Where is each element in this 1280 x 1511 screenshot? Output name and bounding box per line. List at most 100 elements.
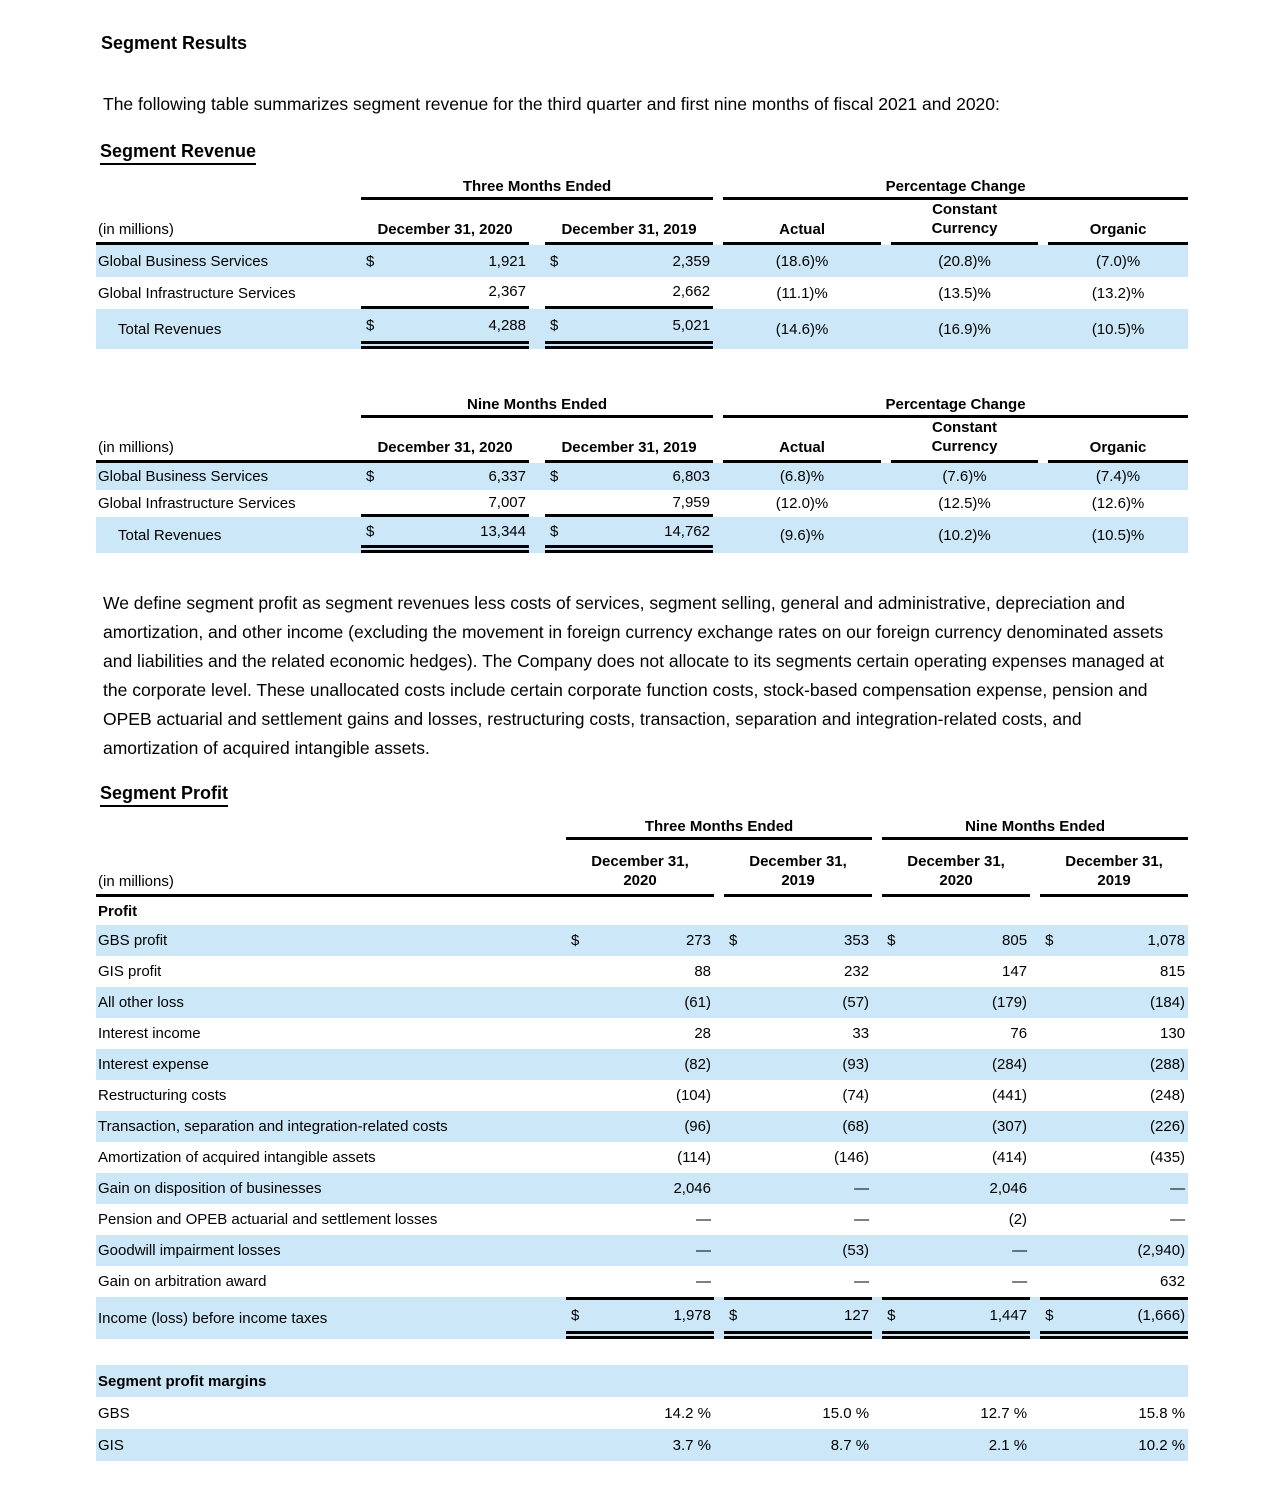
table-cell — [584, 1339, 714, 1365]
table-cell — [872, 1173, 883, 1204]
table-cell — [872, 1142, 882, 1173]
row-label: Global Infrastructure Services — [98, 284, 296, 302]
table-cell — [724, 1080, 742, 1111]
table-cell — [1030, 1297, 1041, 1339]
table-cell — [872, 925, 883, 956]
table-cell: 130 — [1160, 1025, 1186, 1042]
table-cell: — — [900, 1235, 1031, 1266]
table-cell — [566, 1173, 584, 1204]
table-cell — [882, 1339, 900, 1365]
table-cell — [1030, 1397, 1040, 1429]
table-cell — [724, 1266, 742, 1297]
table-cell: (179) — [900, 987, 1031, 1018]
table-cell — [881, 277, 891, 309]
table-cell — [566, 956, 584, 987]
table-row: (in millions) December 31, 2020 December… — [96, 200, 1189, 245]
table-cell — [1030, 1204, 1040, 1235]
change-group-header: Percentage Change — [723, 391, 1189, 418]
table-cell: (10.5)% — [1048, 309, 1189, 349]
table-cell — [882, 956, 900, 987]
row-label: Restructuring costs — [98, 1087, 227, 1104]
table-cell — [713, 309, 724, 349]
table-cell: (12.6)% — [1091, 495, 1145, 512]
table-cell — [714, 1429, 724, 1461]
table-cell — [724, 1018, 742, 1049]
table-cell — [714, 897, 724, 925]
table-cell: (7.4)% — [1048, 463, 1189, 490]
table-cell — [714, 1266, 724, 1297]
table-cell — [714, 1365, 724, 1397]
table-cell — [882, 1266, 900, 1297]
revenue-section-heading-text: Segment Revenue — [100, 141, 257, 165]
row-gbs-profit: GBS profit $273 $353 $805 $1,078 — [96, 925, 1189, 956]
table-cell — [566, 1429, 584, 1461]
table-cell — [566, 897, 584, 925]
table-cell: (441) — [992, 1087, 1028, 1104]
table-cell: 2,046 — [900, 1173, 1031, 1204]
table-cell — [529, 490, 545, 517]
column-header-actual: Actual — [723, 200, 882, 245]
table-cell — [1040, 1142, 1058, 1173]
row-label: GIS — [96, 1429, 566, 1461]
table-cell: (61) — [584, 987, 714, 1018]
table-cell: 815 — [1160, 963, 1186, 980]
table-cell: 5,021 — [567, 309, 714, 349]
row-gain-on-arbitration-award: Gain on arbitration award — — — 632 — [96, 1266, 1188, 1297]
table-cell: 1,921 — [383, 245, 529, 277]
column-header-q-2019: December 31, 2019 — [724, 840, 873, 897]
table-cell: 147 — [1002, 963, 1028, 980]
row-label: GIS profit — [98, 963, 162, 980]
table-cell: 12.7 % — [980, 1404, 1028, 1422]
table-cell: 4,288 — [383, 309, 529, 349]
table-cell: (307) — [900, 1111, 1031, 1142]
table-cell — [584, 897, 714, 925]
table-cell: 28 — [694, 1025, 711, 1042]
table-cell — [1040, 1429, 1059, 1461]
table-cell — [881, 490, 891, 517]
table-cell: — — [1058, 1173, 1189, 1204]
table-cell — [1030, 1111, 1041, 1142]
table-cell: — — [696, 1211, 711, 1228]
row-all-other-loss: All other loss (61) (57) (179) (184) — [96, 987, 1189, 1018]
table-cell — [1030, 1080, 1040, 1111]
table-cell: — — [696, 1273, 711, 1290]
table-cell: 632 — [1160, 1273, 1186, 1290]
table-cell — [566, 987, 584, 1018]
table-cell — [714, 1049, 724, 1080]
row-label: Global Business Services — [96, 463, 361, 490]
table-cell — [872, 1397, 882, 1429]
table-cell — [566, 1080, 584, 1111]
table-cell: $ — [566, 1297, 584, 1339]
table-cell — [566, 1365, 584, 1397]
table-cell: $ — [882, 925, 901, 956]
table-cell: (10.2)% — [891, 517, 1038, 553]
row-global-business-services: Global Business Services $ 6,337 $ 6,803… — [96, 463, 1189, 490]
table-cell — [1040, 1049, 1059, 1080]
row-label: Income (loss) before income taxes — [96, 1297, 566, 1339]
table-cell: (114) — [677, 1149, 711, 1166]
table-cell: (82) — [584, 1049, 714, 1080]
table-cell — [900, 1365, 1031, 1397]
table-cell — [714, 987, 724, 1018]
table-cell — [96, 391, 361, 418]
segment-revenue-nine-months-table: Nine Months Ended Percentage Change (in … — [96, 391, 1189, 553]
column-header-actual: Actual — [723, 418, 881, 463]
table-cell — [713, 490, 723, 517]
row-global-business-services: Global Business Services $ 1,921 $ 2,359… — [96, 245, 1189, 277]
row-gbs-margin: GBS 14.2 % 15.0 % 12.7 % 15.8 % — [96, 1397, 1188, 1429]
row-label: Gain on arbitration award — [98, 1273, 267, 1290]
table-cell: 1,078 — [1058, 925, 1189, 956]
table-cell — [1038, 245, 1049, 277]
row-label: GBS — [98, 1404, 130, 1422]
table-cell — [1040, 1173, 1059, 1204]
row-pension-opeb-losses: Pension and OPEB actuarial and settlemen… — [96, 1204, 1188, 1235]
table-cell — [713, 517, 723, 553]
table-cell: 15.8 % — [1138, 1404, 1186, 1422]
table-cell: 7,959 — [567, 490, 713, 517]
table-cell: 13,344 — [383, 517, 529, 553]
table-cell: $ — [724, 925, 742, 956]
table-cell — [881, 418, 891, 463]
table-cell — [742, 1339, 872, 1365]
table-row — [96, 1339, 1188, 1365]
row-gis-profit: GIS profit 88 232 147 815 — [96, 956, 1188, 987]
